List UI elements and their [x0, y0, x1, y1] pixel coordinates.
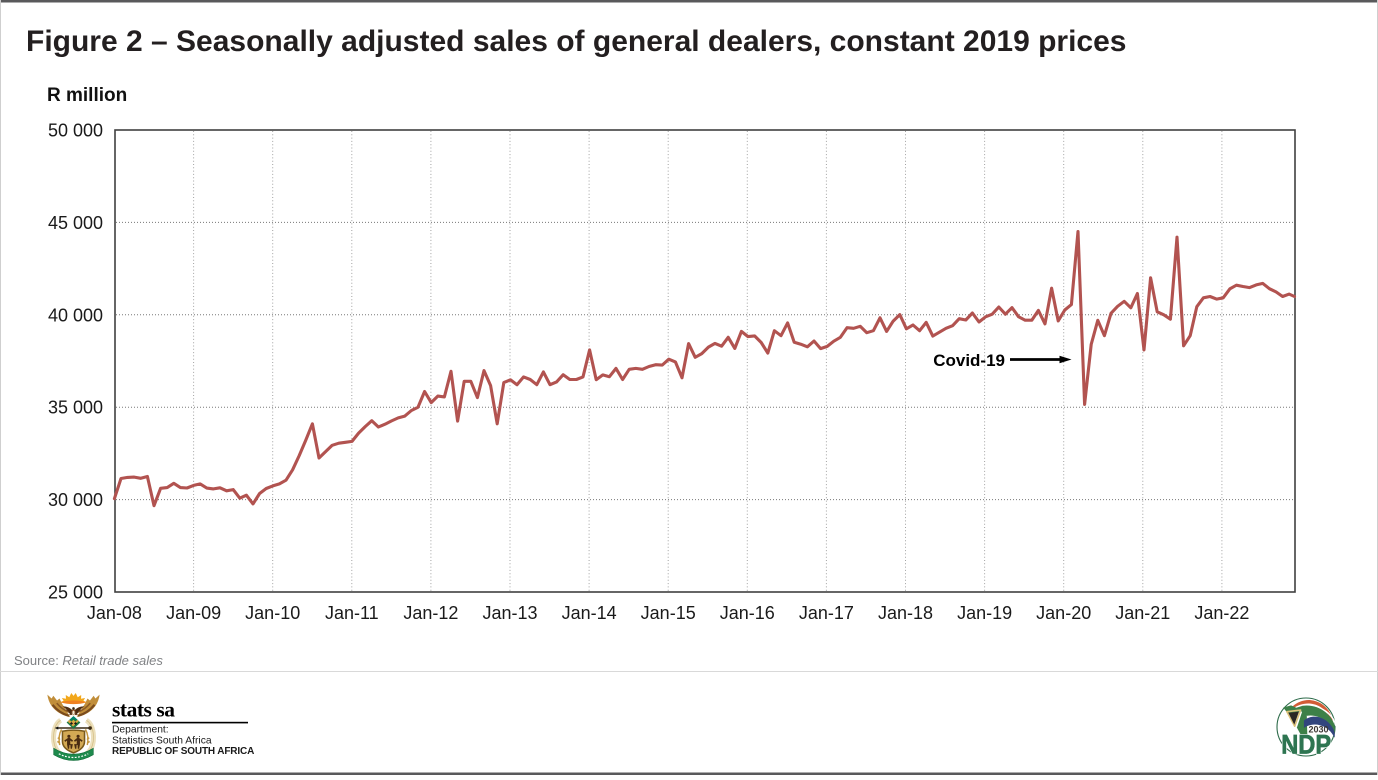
svg-text:Jan-08: Jan-08 — [87, 603, 142, 623]
svg-text:Jan-12: Jan-12 — [403, 603, 458, 623]
svg-text:40 000: 40 000 — [48, 305, 103, 325]
svg-text:2030: 2030 — [1308, 725, 1328, 735]
svg-text:35 000: 35 000 — [48, 398, 103, 418]
svg-text:stats sa: stats sa — [112, 698, 175, 722]
svg-text:Department:: Department: — [112, 725, 169, 736]
svg-text:Jan-10: Jan-10 — [245, 603, 300, 623]
svg-text:NDP: NDP — [1281, 730, 1331, 760]
svg-text:Jan-16: Jan-16 — [720, 603, 775, 623]
svg-text:45 000: 45 000 — [48, 213, 103, 233]
svg-text:Jan-22: Jan-22 — [1194, 603, 1249, 623]
svg-text:Source: Retail trade sales: Source: Retail trade sales — [14, 653, 163, 668]
svg-text:Jan-18: Jan-18 — [878, 603, 933, 623]
svg-text:Jan-19: Jan-19 — [957, 603, 1012, 623]
svg-text:Jan-20: Jan-20 — [1036, 603, 1091, 623]
svg-text:Jan-13: Jan-13 — [482, 603, 537, 623]
svg-text:Covid-19: Covid-19 — [933, 351, 1005, 370]
svg-text:Jan-15: Jan-15 — [641, 603, 696, 623]
svg-text:Jan-21: Jan-21 — [1115, 603, 1170, 623]
svg-text:50 000: 50 000 — [48, 121, 103, 141]
svg-text:Statistics South Africa: Statistics South Africa — [112, 736, 212, 747]
svg-text:R million: R million — [47, 85, 127, 106]
svg-text:NDP: NDP — [1281, 730, 1331, 760]
svg-text:Jan-09: Jan-09 — [166, 603, 221, 623]
svg-text:Jan-14: Jan-14 — [562, 603, 617, 623]
svg-text:Figure 2 – Seasonally adjusted: Figure 2 – Seasonally adjusted sales of … — [26, 25, 1126, 58]
svg-text:30 000: 30 000 — [48, 490, 103, 510]
svg-text:REPUBLIC OF SOUTH AFRICA: REPUBLIC OF SOUTH AFRICA — [112, 746, 254, 757]
svg-text:Jan-17: Jan-17 — [799, 603, 854, 623]
svg-text:25 000: 25 000 — [48, 583, 103, 603]
svg-text:Jan-11: Jan-11 — [325, 603, 379, 623]
